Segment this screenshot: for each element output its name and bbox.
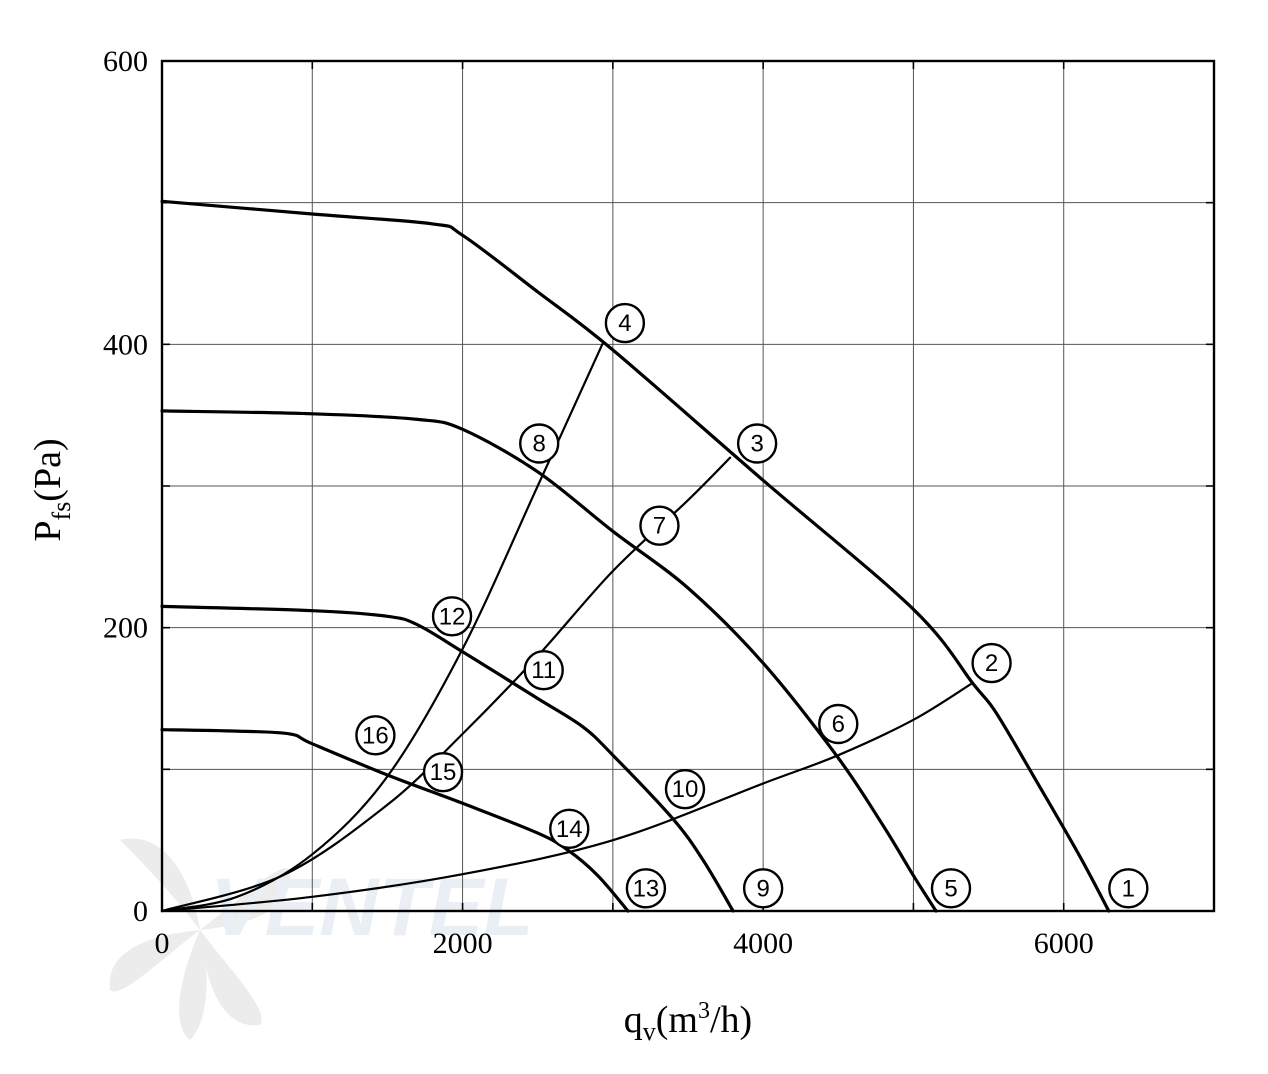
plot-frame — [160, 59, 1216, 913]
marker-circle — [639, 505, 680, 546]
marker-10: 10 — [664, 768, 706, 810]
marker-circle — [355, 715, 396, 756]
marker-circle — [625, 868, 667, 909]
marker-label: 12 — [439, 603, 466, 630]
marker-label: 7 — [653, 513, 666, 540]
marker-circle — [1108, 868, 1149, 909]
marker-circle — [431, 596, 473, 637]
x-tick-label: 2000 — [433, 927, 493, 960]
marker-16: 16 — [355, 715, 396, 756]
y-tick-label: 0 — [133, 895, 148, 928]
y-tick-label: 400 — [103, 328, 148, 361]
axis-ticks — [162, 61, 1214, 911]
marker-label: 2 — [985, 650, 998, 677]
y-tick-label: 600 — [103, 45, 148, 78]
marker-5: 5 — [930, 868, 972, 909]
system-curve-2 — [160, 683, 972, 913]
marker-9: 9 — [742, 868, 784, 909]
marker-2: 2 — [971, 642, 1012, 684]
marker-4: 4 — [604, 302, 646, 344]
system-curve-4 — [160, 343, 604, 913]
marker-label: 14 — [556, 816, 583, 843]
marker-circle — [971, 642, 1012, 684]
marker-label: 4 — [618, 310, 631, 337]
marker-15: 15 — [422, 751, 464, 793]
fan-curves — [160, 199, 1111, 913]
x-tick-label: 6000 — [1034, 927, 1094, 960]
marker-circle — [604, 302, 646, 344]
marker-label: 1 — [1122, 875, 1135, 902]
y-axis-title: Pfs(Pa) — [27, 438, 76, 541]
fan-curve-5 — [160, 409, 938, 913]
marker-14: 14 — [549, 808, 590, 850]
x-axis-title: qv(m3/h) — [624, 998, 752, 1046]
watermark-text: VENTEL — [210, 862, 533, 953]
marker-6: 6 — [818, 703, 859, 745]
marker-circle — [742, 868, 784, 909]
marker-circle — [422, 751, 464, 793]
marker-label: 5 — [944, 875, 957, 902]
marker-label: 13 — [633, 875, 660, 902]
marker-circle — [818, 703, 859, 745]
marker-label: 10 — [672, 776, 699, 803]
marker-circle — [519, 423, 560, 464]
marker-circle — [664, 768, 706, 810]
marker-label: 11 — [531, 657, 556, 684]
marker-12: 12 — [431, 596, 473, 637]
y-tick-label: 200 — [103, 612, 148, 645]
x-tick-label: 4000 — [733, 927, 793, 960]
marker-label: 8 — [533, 431, 546, 458]
marker-circle — [930, 868, 972, 909]
marker-3: 3 — [736, 423, 778, 464]
marker-8: 8 — [519, 423, 560, 464]
marker-circle — [523, 649, 564, 691]
marker-7: 7 — [639, 505, 680, 546]
marker-circle — [549, 808, 590, 850]
marker-1: 1 — [1108, 868, 1149, 909]
fan-curve-1 — [160, 199, 1111, 913]
x-axis-tick-labels: 0 2000 4000 6000 — [155, 927, 1094, 960]
marker-circle — [736, 423, 778, 464]
marker-label: 9 — [756, 875, 769, 902]
y-axis-tick-labels: 0 200 400 600 — [103, 45, 148, 928]
marker-13: 13 — [625, 868, 667, 909]
fan-blade-icon — [109, 838, 291, 1040]
fan-curve-9 — [160, 604, 735, 913]
marker-11: 11 — [523, 649, 564, 691]
x-tick-label: 0 — [155, 927, 170, 960]
marker-label: 16 — [362, 722, 389, 749]
marker-label: 3 — [750, 431, 763, 458]
fan-curve-13 — [160, 728, 630, 913]
marker-label: 15 — [430, 759, 457, 786]
marker-label: 6 — [832, 711, 845, 738]
watermark-logo: VENTEL — [109, 838, 533, 1040]
